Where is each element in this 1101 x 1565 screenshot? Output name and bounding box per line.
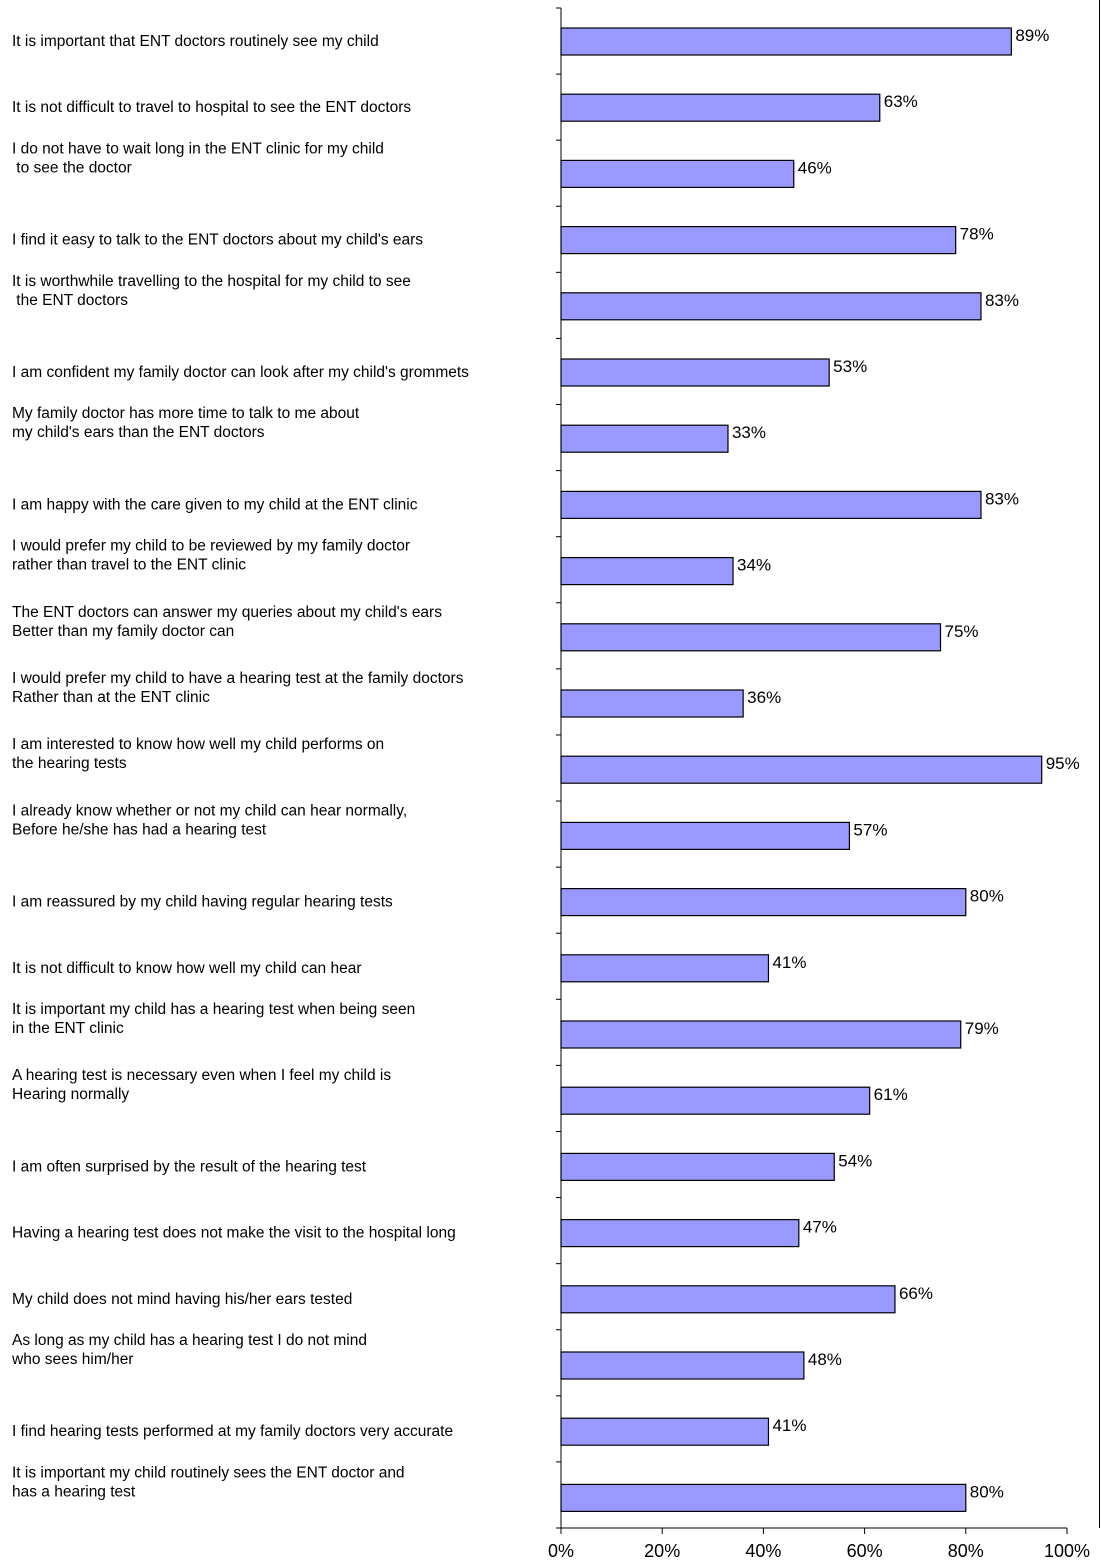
bar-value-label: 83% <box>985 291 1019 310</box>
bar-value-label: 95% <box>1046 754 1080 773</box>
bar-value-label: 54% <box>838 1151 872 1170</box>
category-label: My child does not mind having his/her ea… <box>12 1291 352 1308</box>
category-label: It is important my child has a hearing t… <box>12 1001 415 1037</box>
bar-value-label: 80% <box>970 1482 1004 1501</box>
category-label: I am confident my family doctor can look… <box>12 364 469 381</box>
category-label: As long as my child has a hearing test I… <box>11 1332 367 1368</box>
bar-value-label: 33% <box>732 423 766 442</box>
bar <box>560 1417 770 1446</box>
bar <box>560 226 957 255</box>
bar-value-label: 79% <box>965 1019 999 1038</box>
axes: 0% 20% 40% 60% 80% 100% <box>548 7 1090 1561</box>
bar-value-label: 48% <box>808 1350 842 1369</box>
bar <box>560 887 967 917</box>
bar <box>560 1218 800 1248</box>
bar-value-label: 57% <box>853 820 887 839</box>
category-label: I already know whether or not my child c… <box>12 802 407 838</box>
bars <box>560 27 1043 1513</box>
bar <box>560 292 982 321</box>
bar <box>560 1285 896 1314</box>
category-label: It is not difficult to travel to hospita… <box>12 99 411 116</box>
category-label: I am reassured by my child having regula… <box>12 894 393 911</box>
bar <box>560 556 734 586</box>
bar-value-label: 36% <box>747 688 781 707</box>
category-label: I am interested to know how well my chil… <box>12 736 384 772</box>
category-label: It is important my child routinely sees … <box>12 1464 405 1500</box>
category-label: I am often surprised by the result of th… <box>12 1158 367 1175</box>
bar-value-label: 83% <box>985 489 1019 508</box>
category-labels: It is important that ENT doctors routine… <box>11 33 469 1500</box>
bar-value-label: 46% <box>798 158 832 177</box>
bar <box>560 689 744 718</box>
category-label: I find hearing tests performed at my fam… <box>12 1423 453 1440</box>
bar-value-label: 66% <box>899 1284 933 1303</box>
category-label: I do not have to wait long in the ENT cl… <box>12 140 384 176</box>
bar-value-label: 75% <box>945 622 979 641</box>
x-tick-label: 60% <box>847 1541 883 1561</box>
category-label: A hearing test is necessary even when I … <box>12 1067 391 1103</box>
bar-value-label: 80% <box>970 887 1004 906</box>
category-label: I would prefer my child to have a hearin… <box>12 670 464 706</box>
bar <box>560 623 942 652</box>
bar <box>560 1086 871 1115</box>
bar-value-label: 41% <box>772 953 806 972</box>
category-label: It is worthwhile travelling to the hospi… <box>12 273 411 309</box>
category-label: It is not difficult to know how well my … <box>12 960 361 977</box>
bar <box>560 27 1012 56</box>
bar <box>560 424 729 453</box>
category-label: My family doctor has more time to talk t… <box>12 405 360 441</box>
value-labels: 89% 63% 46% 78% 83% 53% 33% 83% 34% 75% 36% 95% 57% 8… <box>732 26 1080 1501</box>
category-label: I find it easy to talk to the ENT doctor… <box>12 232 423 249</box>
bar-value-label: 47% <box>803 1218 837 1237</box>
category-label: Having a hearing test does not make the … <box>12 1225 456 1242</box>
bar <box>560 490 982 519</box>
category-label: The ENT doctors can answer my queries ab… <box>12 604 442 640</box>
bar <box>560 1152 835 1182</box>
bar <box>560 1020 962 1049</box>
bar <box>560 954 770 983</box>
category-label: I am happy with the care given to my chi… <box>12 496 418 513</box>
category-label: I would prefer my child to be reviewed b… <box>12 538 410 574</box>
bar <box>560 93 881 122</box>
bar-value-label: 89% <box>1015 26 1049 45</box>
category-label: It is important that ENT doctors routine… <box>12 33 379 50</box>
bar <box>560 821 851 851</box>
x-tick-label: 40% <box>745 1541 781 1561</box>
plot-area-border <box>1099 0 1100 1528</box>
x-tick-label: 80% <box>948 1541 984 1561</box>
bar-value-label: 78% <box>960 225 994 244</box>
bar <box>560 358 830 387</box>
x-tick-label: 0% <box>548 1541 574 1561</box>
bar <box>560 755 1043 784</box>
bar-value-label: 41% <box>772 1416 806 1435</box>
x-tick-label: 20% <box>644 1541 680 1561</box>
bar-value-label: 53% <box>833 357 867 376</box>
bar <box>560 159 795 188</box>
bar-value-label: 63% <box>884 92 918 111</box>
bar <box>560 1483 967 1513</box>
bar-value-label: 34% <box>737 556 771 575</box>
bar <box>560 1351 805 1380</box>
bar-value-label: 61% <box>874 1085 908 1104</box>
x-tick-label: 100% <box>1044 1541 1090 1561</box>
